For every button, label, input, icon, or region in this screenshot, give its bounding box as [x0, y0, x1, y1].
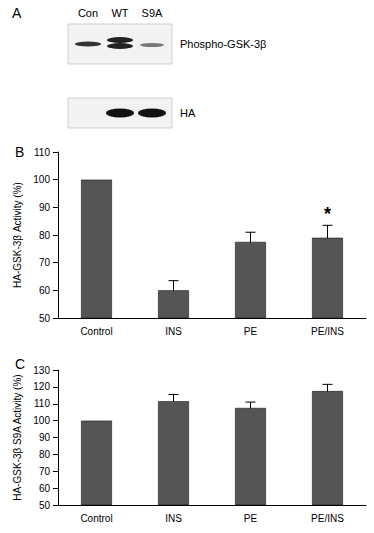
svg-text:Con: Con [78, 7, 98, 19]
svg-text:80: 80 [39, 449, 51, 460]
svg-text:100: 100 [33, 174, 50, 185]
svg-text:INS: INS [165, 326, 182, 337]
svg-text:Control: Control [80, 513, 112, 524]
svg-text:110: 110 [34, 398, 50, 409]
svg-text:HA-GSK-3β S9A Activity (%): HA-GSK-3β S9A Activity (%) [12, 374, 23, 500]
svg-text:Control: Control [80, 326, 112, 337]
svg-text:100: 100 [33, 415, 50, 426]
svg-text:90: 90 [39, 202, 51, 213]
svg-text:60: 60 [39, 483, 51, 494]
svg-text:INS: INS [165, 513, 182, 524]
svg-text:PE: PE [244, 513, 258, 524]
svg-text:130: 130 [33, 365, 50, 376]
svg-text:A: A [12, 5, 22, 21]
svg-text:*: * [324, 204, 331, 224]
svg-text:WT: WT [111, 7, 128, 19]
svg-text:80: 80 [39, 230, 51, 241]
svg-text:C: C [15, 356, 25, 372]
svg-text:110: 110 [34, 147, 50, 158]
svg-text:PE/INS: PE/INS [311, 513, 344, 524]
svg-text:HA: HA [180, 107, 196, 119]
svg-text:120: 120 [33, 381, 50, 392]
svg-text:Phospho-GSK-3β: Phospho-GSK-3β [180, 38, 266, 50]
svg-text:PE/INS: PE/INS [311, 326, 344, 337]
svg-text:90: 90 [39, 432, 51, 443]
svg-text:HA-GSK-3β Activity (%): HA-GSK-3β Activity (%) [12, 182, 23, 288]
svg-text:70: 70 [39, 257, 51, 268]
svg-text:PE: PE [244, 326, 258, 337]
svg-text:50: 50 [39, 313, 51, 324]
svg-text:S9A: S9A [142, 7, 163, 19]
svg-text:60: 60 [39, 285, 51, 296]
svg-text:50: 50 [39, 500, 51, 511]
svg-text:B: B [15, 144, 24, 160]
svg-text:70: 70 [39, 466, 51, 477]
